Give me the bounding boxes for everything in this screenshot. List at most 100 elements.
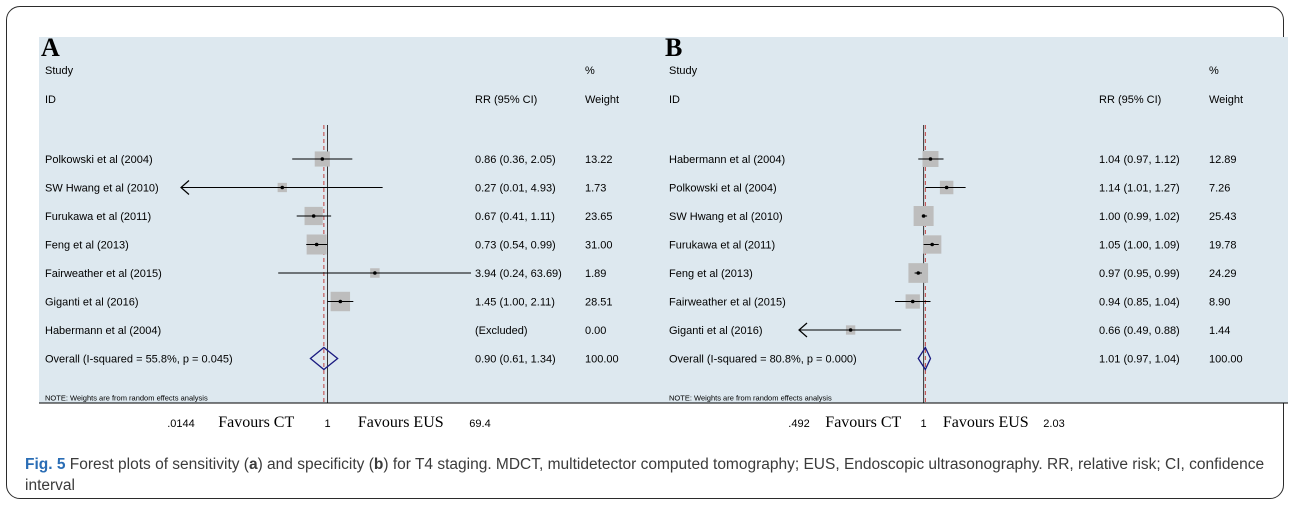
figure-caption: Fig. 5 Forest plots of sensitivity (a) a… [25, 454, 1275, 496]
point-estimate [848, 328, 853, 332]
header-percent: % [585, 65, 595, 77]
weights-note: NOTE: Weights are from random effects an… [45, 394, 208, 403]
weight-label: 25.43 [1209, 211, 1237, 223]
weight-label: 8.90 [1209, 297, 1230, 309]
caption-bold-b: b [373, 456, 384, 473]
overall-label: Overall (I-squared = 55.8%, p = 0.045) [45, 354, 233, 366]
point-estimate [928, 157, 933, 161]
point-estimate [280, 185, 285, 190]
study-label: Habermann et al (2004) [669, 154, 785, 166]
weight-label: 31.00 [585, 240, 613, 252]
study-label: Giganti et al (2016) [45, 297, 139, 309]
ci-arrow-left [180, 180, 190, 195]
favours-left-label: Favours CT [218, 414, 294, 431]
rr-ci-label: 0.73 (0.54, 0.99) [475, 240, 556, 252]
weight-label: 19.78 [1209, 240, 1237, 252]
forest-plot-b: B Study ID RR (95% CI)% Weight Habermann et a… [663, 33, 1288, 432]
point-estimate [338, 299, 343, 304]
point-estimate [373, 271, 377, 275]
rr-ci-label: 1.14 (1.01, 1.27) [1099, 183, 1180, 195]
study-label: Furukawa et al (2011) [669, 240, 775, 252]
forest-plot-a: A Study ID RR (95% CI)% Weight Polkowski et a… [39, 33, 664, 432]
overall-weight: 100.00 [585, 354, 619, 366]
study-label: SW Hwang et al (2010) [669, 211, 783, 223]
rr-ci-label: 0.94 (0.85, 1.04) [1099, 297, 1180, 309]
rr-ci-label: 3.94 (0.24, 63.69) [475, 268, 562, 280]
point-estimate [944, 185, 949, 190]
study-label: Habermann et al (2004) [45, 325, 161, 337]
point-estimate [916, 271, 921, 275]
header-percent: % [1209, 65, 1219, 77]
rr-ci-label: (Excluded) [475, 325, 528, 337]
study-label: Furukawa et al (2011) [45, 211, 151, 223]
header-study: Study [669, 65, 698, 77]
rr-ci-label: 1.04 (0.97, 1.12) [1099, 154, 1180, 166]
weights-note: NOTE: Weights are from random effects an… [669, 394, 832, 403]
study-label: Polkowski et al (2004) [669, 183, 777, 195]
point-estimate [314, 242, 319, 247]
rr-ci-label: 0.97 (0.95, 0.99) [1099, 268, 1180, 280]
overall-rr-ci: 1.01 (0.97, 1.04) [1099, 354, 1180, 366]
study-label: Feng et al (2013) [45, 240, 129, 252]
figure-frame: A Study ID RR (95% CI)% Weight Polkowski et a… [6, 6, 1288, 499]
rr-ci-label: 0.86 (0.36, 2.05) [475, 154, 556, 166]
overall-diamond [309, 346, 339, 371]
study-label: Feng et al (2013) [669, 268, 753, 280]
x-tick-min: .0144 [167, 418, 195, 430]
header-weight: Weight [1209, 94, 1243, 106]
x-tick-one: 1 [324, 418, 330, 430]
overall-weight: 100.00 [1209, 354, 1243, 366]
x-tick-max: 69.4 [469, 418, 490, 430]
point-estimate [320, 157, 325, 161]
weight-label: 23.65 [585, 211, 613, 223]
caption-bold-a: a [248, 456, 258, 473]
rr-ci-label: 0.67 (0.41, 1.11) [475, 211, 555, 223]
weight-label: 1.44 [1209, 325, 1230, 337]
weight-label: 28.51 [585, 297, 613, 309]
weight-label: 7.26 [1209, 183, 1230, 195]
forest-plot-b-svg: B Study ID RR (95% CI)% Weight Habermann et a… [663, 33, 1288, 431]
caption-text-2: ) and specificity ( [257, 456, 374, 473]
study-label: Fairweather et al (2015) [45, 268, 162, 280]
plot-background [39, 37, 664, 403]
header-study: Study [45, 65, 74, 77]
header-rr: RR (95% CI) [475, 94, 537, 106]
favours-right-label: Favours EUS [358, 414, 444, 431]
caption-text-1: Forest plots of sensitivity ( [69, 456, 249, 473]
point-estimate [930, 242, 934, 247]
header-id: ID [669, 94, 680, 106]
header-id: ID [45, 94, 56, 106]
study-label: Giganti et al (2016) [669, 325, 763, 337]
x-tick-min: .492 [788, 418, 809, 430]
weight-label: 24.29 [1209, 268, 1237, 280]
forest-plot-a-svg: A Study ID RR (95% CI)% Weight Polkowski et a… [39, 33, 664, 431]
x-tick-max: 2.03 [1043, 418, 1064, 430]
favours-right-label: Favours EUS [943, 414, 1029, 431]
point-estimate [910, 299, 915, 304]
weight-label: 1.89 [585, 268, 606, 280]
header-weight: Weight [585, 94, 619, 106]
study-label: SW Hwang et al (2010) [45, 183, 159, 195]
overall-label: Overall (I-squared = 80.8%, p = 0.000) [669, 354, 857, 366]
rr-ci-label: 1.45 (1.00, 2.11) [475, 297, 555, 309]
point-estimate [921, 214, 926, 218]
weight-label: 0.00 [585, 325, 606, 337]
rr-ci-label: 0.66 (0.49, 0.88) [1099, 325, 1180, 337]
point-estimate [311, 214, 316, 218]
panel-label: B [665, 33, 682, 62]
caption-fig-label: Fig. 5 [25, 456, 66, 473]
header-rr: RR (95% CI) [1099, 94, 1161, 106]
weight-label: 12.89 [1209, 154, 1237, 166]
panel-label: A [41, 33, 60, 62]
study-label: Polkowski et al (2004) [45, 154, 153, 166]
ci-arrow-left [798, 322, 808, 338]
caption-text-3: ) for T4 staging. MDCT, multidetector co… [25, 456, 1265, 494]
x-tick-one: 1 [921, 418, 927, 430]
favours-left-label: Favours CT [825, 414, 901, 431]
weight-label: 1.73 [585, 183, 606, 195]
rr-ci-label: 0.27 (0.01, 4.93) [475, 183, 556, 195]
plot-background [663, 37, 1288, 403]
overall-diamond [917, 346, 932, 371]
study-label: Fairweather et al (2015) [669, 297, 786, 309]
rr-ci-label: 1.05 (1.00, 1.09) [1099, 240, 1180, 252]
